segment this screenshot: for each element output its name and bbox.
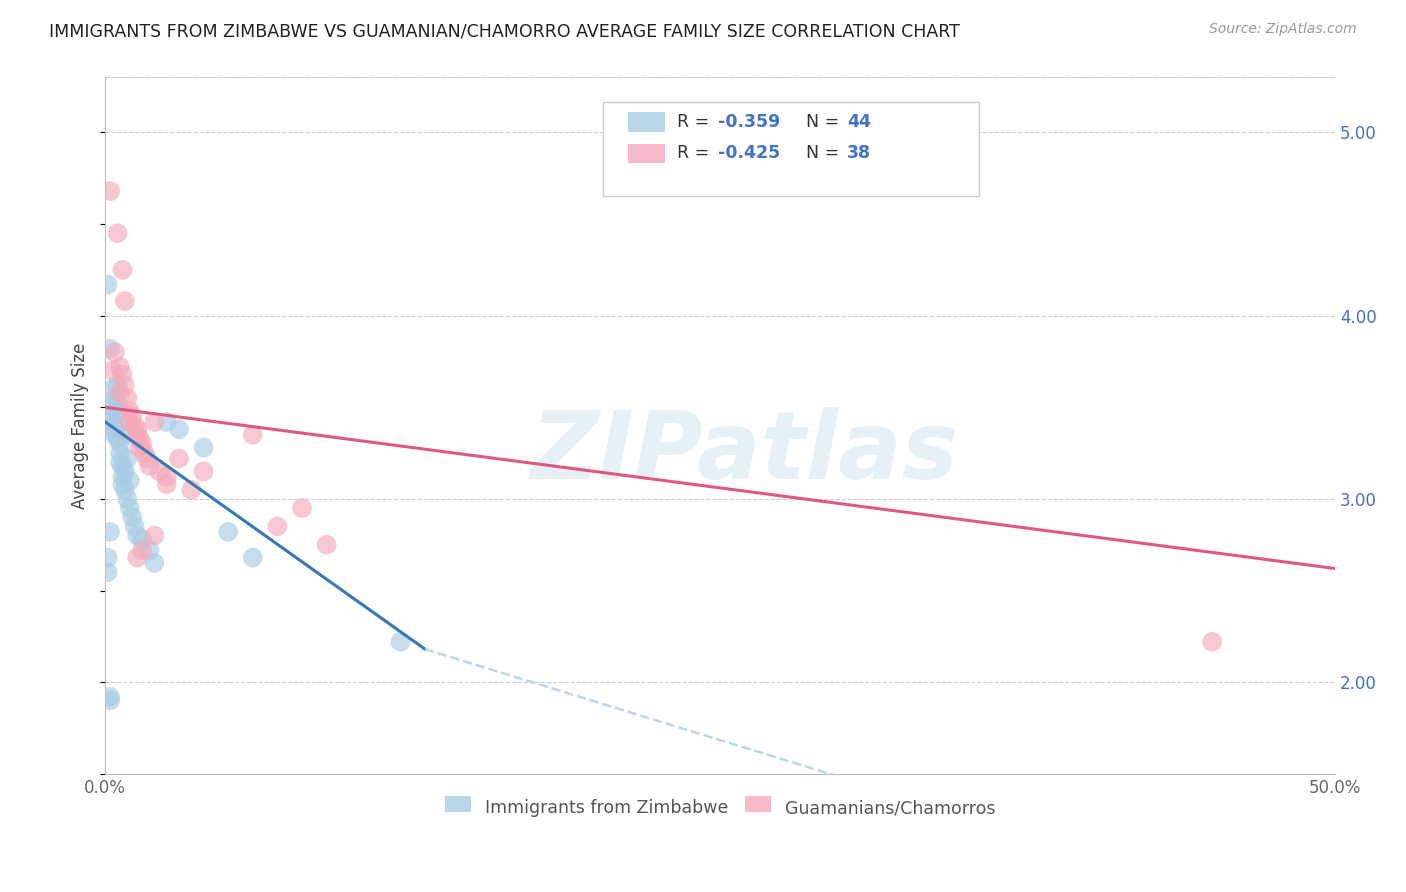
Point bbox=[143, 528, 166, 542]
Point bbox=[242, 550, 264, 565]
Point bbox=[148, 464, 170, 478]
Point bbox=[118, 474, 141, 488]
Point bbox=[114, 427, 136, 442]
Point bbox=[97, 550, 120, 565]
Point bbox=[114, 378, 136, 392]
Point bbox=[138, 543, 160, 558]
Bar bbox=[628, 112, 665, 132]
Point bbox=[111, 263, 134, 277]
Text: R =: R = bbox=[678, 113, 714, 131]
Point bbox=[167, 451, 190, 466]
Point bbox=[127, 528, 149, 542]
Point bbox=[107, 432, 129, 446]
Point bbox=[98, 690, 121, 704]
Point bbox=[98, 342, 121, 356]
Point bbox=[104, 422, 127, 436]
Point bbox=[193, 441, 215, 455]
Text: R =: R = bbox=[678, 145, 714, 162]
Point bbox=[128, 441, 150, 455]
Point bbox=[114, 464, 136, 478]
Point bbox=[97, 277, 120, 292]
Point bbox=[121, 409, 143, 424]
Point bbox=[107, 378, 129, 392]
Point bbox=[118, 415, 141, 429]
Point bbox=[111, 368, 134, 382]
Point bbox=[111, 458, 134, 473]
Point bbox=[389, 635, 412, 649]
Point bbox=[242, 427, 264, 442]
Point bbox=[127, 427, 149, 442]
Text: N =: N = bbox=[806, 113, 845, 131]
Point bbox=[124, 519, 146, 533]
Point bbox=[108, 455, 131, 469]
Point bbox=[156, 477, 179, 491]
Point bbox=[315, 538, 337, 552]
Point bbox=[108, 385, 131, 400]
Point bbox=[127, 550, 149, 565]
Point bbox=[98, 524, 121, 539]
Bar bbox=[628, 144, 665, 163]
Point bbox=[101, 382, 124, 396]
Point bbox=[104, 427, 127, 442]
Point bbox=[193, 464, 215, 478]
Point bbox=[118, 501, 141, 516]
Point bbox=[107, 396, 129, 410]
Point bbox=[266, 519, 288, 533]
Point bbox=[138, 458, 160, 473]
Point bbox=[180, 483, 202, 497]
Point bbox=[108, 359, 131, 374]
Text: -0.425: -0.425 bbox=[717, 145, 780, 162]
Point bbox=[111, 470, 134, 484]
Y-axis label: Average Family Size: Average Family Size bbox=[72, 343, 89, 508]
Point bbox=[156, 415, 179, 429]
Point bbox=[127, 422, 149, 436]
Point bbox=[101, 415, 124, 429]
Point bbox=[97, 565, 120, 579]
Text: IMMIGRANTS FROM ZIMBABWE VS GUAMANIAN/CHAMORRO AVERAGE FAMILY SIZE CORRELATION C: IMMIGRANTS FROM ZIMBABWE VS GUAMANIAN/CH… bbox=[49, 22, 960, 40]
Point bbox=[124, 418, 146, 433]
Text: 38: 38 bbox=[846, 145, 872, 162]
Point bbox=[167, 422, 190, 436]
Point bbox=[114, 293, 136, 308]
Point bbox=[134, 446, 156, 460]
Point bbox=[117, 491, 139, 506]
Point bbox=[107, 226, 129, 240]
Point bbox=[118, 404, 141, 418]
Point bbox=[108, 446, 131, 460]
Point bbox=[121, 510, 143, 524]
Point bbox=[117, 391, 139, 405]
Point bbox=[107, 418, 129, 433]
Point bbox=[136, 451, 159, 466]
Point bbox=[104, 345, 127, 359]
Point bbox=[104, 391, 127, 405]
FancyBboxPatch shape bbox=[603, 102, 979, 196]
Point bbox=[217, 524, 239, 539]
Text: Source: ZipAtlas.com: Source: ZipAtlas.com bbox=[1209, 22, 1357, 37]
Text: N =: N = bbox=[806, 145, 845, 162]
Point bbox=[131, 437, 153, 451]
Point bbox=[143, 556, 166, 570]
Point bbox=[1201, 635, 1223, 649]
Legend: Immigrants from Zimbabwe, Guamanians/Chamorros: Immigrants from Zimbabwe, Guamanians/Cha… bbox=[437, 792, 1002, 824]
Text: ZIPatlas: ZIPatlas bbox=[530, 408, 959, 500]
Text: -0.359: -0.359 bbox=[717, 113, 780, 131]
Point bbox=[101, 364, 124, 378]
Point bbox=[98, 184, 121, 198]
Point bbox=[101, 401, 124, 415]
Point bbox=[291, 501, 314, 516]
Point bbox=[131, 543, 153, 558]
Point bbox=[108, 437, 131, 451]
Point bbox=[111, 477, 134, 491]
Point bbox=[143, 415, 166, 429]
Point bbox=[101, 409, 124, 424]
Point bbox=[107, 404, 129, 418]
Text: 44: 44 bbox=[846, 113, 870, 131]
Point bbox=[131, 533, 153, 547]
Point bbox=[114, 483, 136, 497]
Point bbox=[98, 693, 121, 707]
Point bbox=[156, 470, 179, 484]
Point bbox=[128, 432, 150, 446]
Point bbox=[117, 451, 139, 466]
